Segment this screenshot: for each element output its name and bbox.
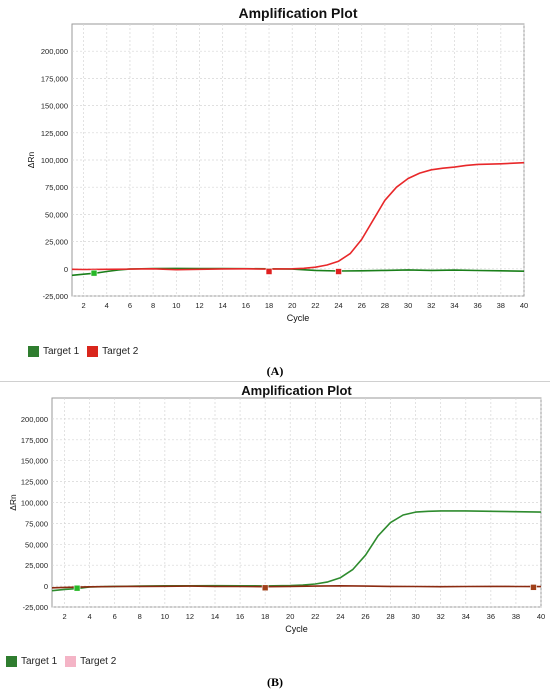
x-tick-label: 18 — [261, 612, 269, 621]
x-tick-label: 34 — [462, 612, 470, 621]
chart-title: Amplification Plot — [239, 5, 358, 21]
x-tick-label: 18 — [265, 301, 273, 310]
x-tick-label: 16 — [236, 612, 244, 621]
legend-label-target-2: Target 2 — [80, 656, 117, 667]
baseline-marker — [261, 584, 269, 592]
y-tick-label: 200,000 — [41, 47, 68, 56]
y-tick-label: 100,000 — [21, 499, 48, 508]
x-tick-label: 14 — [218, 301, 226, 310]
legend-label-target-1: Target 1 — [43, 346, 80, 357]
x-tick-label: 22 — [311, 301, 319, 310]
legend-swatch-target-2 — [87, 346, 99, 357]
legend-item-target-2: Target 2 — [87, 346, 138, 357]
x-tick-label: 2 — [62, 612, 66, 621]
x-tick-label: 12 — [195, 301, 203, 310]
x-tick-label: 24 — [334, 301, 342, 310]
legend-item-target-1: Target 1 — [28, 346, 79, 357]
x-tick-label: 14 — [211, 612, 219, 621]
baseline-marker — [335, 268, 342, 275]
x-tick-label: 20 — [286, 612, 294, 621]
x-tick-label: 24 — [336, 612, 344, 621]
y-tick-label: 100,000 — [41, 156, 68, 165]
x-tick-label: 32 — [437, 612, 445, 621]
y-tick-label: 0 — [44, 582, 48, 591]
y-tick-label: 150,000 — [21, 457, 48, 466]
x-tick-label: 36 — [473, 301, 481, 310]
baseline-marker — [530, 584, 537, 591]
baseline-marker — [73, 584, 81, 592]
y-tick-label: -25,000 — [43, 292, 68, 301]
x-tick-label: 28 — [386, 612, 394, 621]
y-tick-label: 175,000 — [41, 74, 68, 83]
x-tick-label: 28 — [381, 301, 389, 310]
x-tick-label: 16 — [242, 301, 250, 310]
legend-label-target-1: Target 1 — [21, 656, 58, 667]
legend-swatch-target-2 — [65, 656, 77, 667]
x-tick-label: 38 — [497, 301, 505, 310]
y-tick-label: 50,000 — [45, 210, 68, 219]
x-tick-label: 6 — [128, 301, 132, 310]
y-tick-label: 125,000 — [21, 478, 48, 487]
legend-item-target-1: Target 1 — [6, 656, 57, 667]
series-line-target-2 — [71, 161, 525, 271]
x-tick-label: 20 — [288, 301, 296, 310]
x-tick-label: 30 — [404, 301, 412, 310]
y-tick-label: 200,000 — [21, 415, 48, 424]
caption-b: (B) — [267, 675, 283, 689]
caption-a: (A) — [266, 364, 284, 378]
x-tick-label: 4 — [105, 301, 109, 310]
x-axis-label: Cycle — [287, 313, 310, 323]
x-tick-label: 22 — [311, 612, 319, 621]
x-tick-label: 30 — [411, 612, 419, 621]
series-line-target-2 — [51, 585, 542, 589]
x-tick-label: 4 — [88, 612, 92, 621]
y-tick-label: 175,000 — [21, 436, 48, 445]
x-tick-label: 6 — [113, 612, 117, 621]
y-tick-label: 125,000 — [41, 129, 68, 138]
x-tick-label: 10 — [172, 301, 180, 310]
y-tick-label: 75,000 — [25, 519, 48, 528]
x-tick-label: 8 — [151, 301, 155, 310]
legend-a: Target 1 Target 2 — [28, 346, 138, 357]
x-tick-label: 32 — [427, 301, 435, 310]
y-axis-label: ΔRn — [26, 151, 36, 168]
x-axis-label: Cycle — [285, 624, 308, 634]
chart-title: Amplification Plot — [241, 383, 352, 398]
x-tick-label: 12 — [186, 612, 194, 621]
legend-b: Target 1 Target 2 — [6, 656, 116, 667]
x-tick-label: 26 — [361, 612, 369, 621]
y-tick-label: 0 — [64, 265, 68, 274]
x-tick-label: 36 — [487, 612, 495, 621]
y-tick-label: 25,000 — [45, 238, 68, 247]
y-tick-label: 75,000 — [45, 183, 68, 192]
legend-label-target-2: Target 2 — [102, 346, 139, 357]
x-tick-label: 38 — [512, 612, 520, 621]
y-axis-label: ΔRn — [8, 494, 18, 511]
x-tick-label: 26 — [358, 301, 366, 310]
x-tick-label: 40 — [520, 301, 528, 310]
x-tick-label: 2 — [82, 301, 86, 310]
y-tick-label: 50,000 — [25, 540, 48, 549]
baseline-marker — [265, 268, 273, 275]
legend-swatch-target-1 — [6, 656, 17, 667]
legend-swatch-target-1 — [28, 346, 39, 357]
x-tick-label: 34 — [450, 301, 458, 310]
y-tick-label: 150,000 — [41, 102, 68, 111]
y-tick-label: -25,000 — [23, 603, 48, 612]
panel-a: Amplification Plot 2 4 6 8 10 12 14 16 18 20 22 24 26… — [26, 5, 528, 378]
divider — [0, 381, 550, 382]
legend-item-target-2: Target 2 — [65, 656, 116, 667]
panel-b: Amplification Plot 2 4 6 8 10 12 14 16 18 20 22 24 26… — [0, 383, 550, 695]
x-tick-label: 10 — [161, 612, 169, 621]
y-tick-label: 25,000 — [25, 561, 48, 570]
x-tick-label: 40 — [537, 612, 545, 621]
baseline-marker — [90, 269, 98, 277]
x-tick-label: 8 — [138, 612, 142, 621]
